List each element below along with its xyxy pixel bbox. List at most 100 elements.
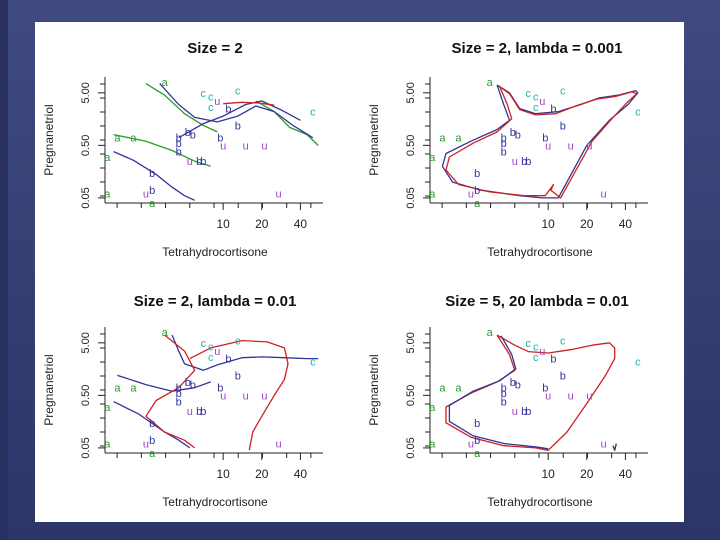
y-tick-label: 0.05: [80, 437, 92, 458]
point-c: c: [310, 357, 316, 369]
point-b: b: [501, 147, 507, 159]
chart-panel-1: Size = 2 10 20 40 0.05 0.50 5.00 Tetrahydrocort…: [42, 40, 323, 259]
point-a: a: [162, 77, 169, 89]
y-tick-label: 0.50: [405, 135, 417, 156]
point-b: b: [200, 156, 206, 168]
x-tick-label: 10: [216, 467, 230, 481]
point-b: b: [560, 370, 566, 382]
point-b: b: [474, 168, 480, 180]
point-u: u: [600, 189, 606, 201]
point-u: u: [220, 140, 226, 152]
point-b: b: [501, 133, 507, 145]
point-a: a: [104, 402, 111, 414]
point-u: u: [512, 406, 518, 418]
x-tick-label: 40: [294, 217, 308, 231]
point-c: c: [208, 102, 214, 114]
point-u: u: [261, 140, 267, 152]
series-line-2: [448, 335, 549, 450]
x-tick-label: 40: [294, 467, 308, 481]
point-u: u: [220, 390, 226, 402]
y-tick-label: 5.00: [405, 332, 417, 353]
point-a: a: [474, 448, 481, 460]
point-u: u: [468, 439, 474, 451]
point-b: b: [474, 435, 480, 447]
y-axis-label: Pregnanetriol: [367, 354, 381, 425]
point-b: b: [190, 130, 196, 142]
point-c: c: [235, 336, 241, 348]
point-b: b: [149, 435, 155, 447]
point-c: c: [526, 88, 532, 100]
y-tick-label: 0.05: [405, 437, 417, 458]
series-line-4: [255, 100, 319, 146]
point-c: c: [208, 91, 214, 103]
point-u: u: [539, 96, 545, 108]
point-c: c: [208, 341, 214, 353]
point-b: b: [542, 133, 548, 145]
y-tick-label: 5.00: [80, 82, 92, 103]
point-b: b: [550, 104, 556, 116]
point-c: c: [201, 88, 207, 100]
point-a: a: [149, 448, 156, 460]
x-tick-label: 20: [580, 217, 594, 231]
x-axis-label: Tetrahydrocortisone: [162, 495, 268, 509]
point-c: c: [533, 91, 539, 103]
point-b: b: [501, 138, 507, 150]
point-u: u: [545, 390, 551, 402]
point-c: c: [560, 86, 566, 98]
point-a: a: [429, 152, 436, 164]
y-tick-label: 5.00: [405, 82, 417, 103]
series-line-2: [145, 83, 218, 133]
series-line-1: [445, 334, 616, 451]
series-line-2: [171, 334, 319, 371]
point-a: a: [149, 198, 156, 210]
point-b: b: [525, 406, 531, 418]
point-a: a: [162, 327, 169, 339]
point-a: a: [429, 402, 436, 414]
point-c: c: [533, 102, 539, 114]
point-a: a: [487, 77, 494, 89]
series-line-2: [445, 86, 638, 199]
series-line-7: [223, 101, 275, 106]
point-a: a: [439, 383, 446, 395]
series-line-5: [159, 83, 314, 139]
point-a: a: [429, 189, 436, 201]
point-u: u: [275, 439, 281, 451]
point-b: b: [176, 388, 182, 400]
point-a: a: [130, 133, 137, 145]
point-b: b: [200, 406, 206, 418]
point-c: c: [533, 341, 539, 353]
point-a: a: [455, 133, 462, 145]
point-u: u: [600, 439, 606, 451]
point-a: a: [474, 198, 481, 210]
point-a: a: [130, 383, 137, 395]
series-line-6: [178, 100, 301, 139]
point-b: b: [149, 168, 155, 180]
point-b: b: [235, 120, 241, 132]
point-u: u: [187, 406, 193, 418]
x-axis-label: Tetrahydrocortisone: [162, 245, 268, 259]
point-b: b: [521, 156, 527, 168]
point-b: b: [176, 397, 182, 409]
point-b: b: [501, 397, 507, 409]
point-b: b: [217, 383, 223, 395]
point-c: c: [208, 352, 214, 364]
y-axis-label: Pregnanetriol: [367, 104, 381, 175]
point-b: b: [190, 380, 196, 392]
point-b: b: [515, 380, 521, 392]
y-tick-label: 5.00: [80, 332, 92, 353]
y-axis-label: Pregnanetriol: [42, 354, 56, 425]
series-line-5: [189, 339, 289, 451]
point-b: b: [235, 370, 241, 382]
x-axis-label: Tetrahydrocortisone: [487, 495, 593, 509]
chart-title: Size = 2, lambda = 0.001: [452, 40, 623, 57]
x-tick-label: 10: [541, 217, 555, 231]
point-a: a: [114, 133, 121, 145]
x-tick-label: 20: [580, 467, 594, 481]
point-u: u: [586, 140, 592, 152]
point-a: a: [487, 327, 494, 339]
series-line-3: [612, 443, 617, 451]
chart-panel-2: Size = 2, lambda = 0.001 10 20 40 0.05 0.50 5.…: [367, 40, 648, 259]
series-line-1: [113, 151, 195, 201]
point-b: b: [542, 383, 548, 395]
chart-panel-4: Size = 5, 20 lambda = 0.01 10 20 40 0.05 0.50…: [367, 293, 648, 509]
